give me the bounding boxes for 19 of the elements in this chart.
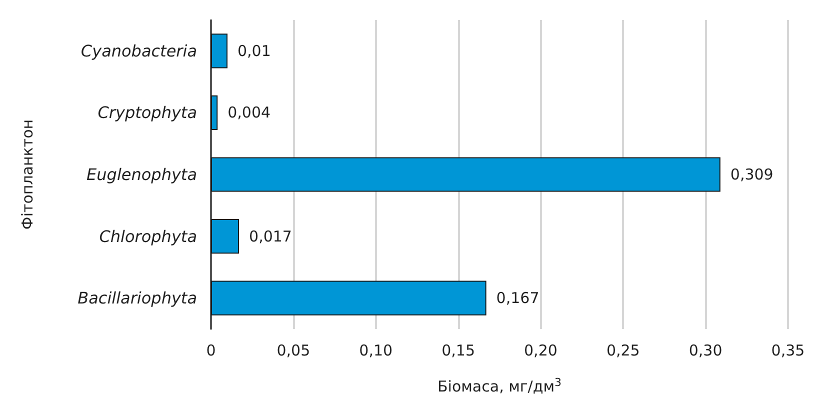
x-tick-label: 0,35 bbox=[771, 342, 805, 360]
data-label: 0,01 bbox=[237, 42, 271, 60]
x-tick-label: 0,30 bbox=[688, 342, 722, 360]
x-tick-label: 0,15 bbox=[442, 342, 475, 360]
y-tick-label: Bacillariophyta bbox=[78, 288, 197, 308]
data-label: 0,309 bbox=[730, 166, 774, 184]
x-tick-label: 0,10 bbox=[359, 342, 393, 360]
y-tick-label: Cryptophyta bbox=[98, 103, 197, 122]
y-axis-title: Фітопланктон bbox=[18, 119, 36, 230]
x-tick-label: 0,25 bbox=[606, 342, 640, 360]
x-tick-label: 0,05 bbox=[276, 342, 310, 360]
x-tick-label: 0,20 bbox=[524, 342, 558, 360]
data-label: 0,004 bbox=[228, 104, 271, 122]
x-tick-label: 0 bbox=[206, 342, 216, 360]
y-tick-label: Euglenophyta bbox=[86, 165, 197, 184]
y-tick-label: Chlorophyta bbox=[99, 226, 197, 246]
y-tick-label: Cyanobacteria bbox=[80, 41, 197, 60]
data-label: 0,167 bbox=[496, 289, 540, 308]
data-label: 0,017 bbox=[249, 227, 292, 246]
